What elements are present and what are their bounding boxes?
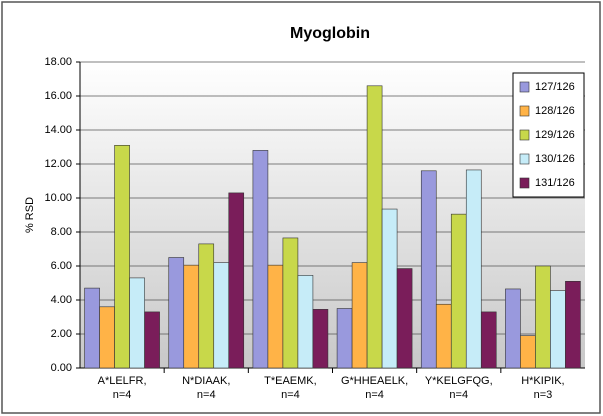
bar [129,277,145,369]
bar [366,85,383,369]
bar [535,265,551,369]
x-tick-label: A*LELFR, [98,375,147,387]
bar [396,268,413,369]
bar [420,170,437,369]
x-tick-label: n=4 [113,389,132,401]
bar [520,335,536,369]
y-tick-label: 10.00 [44,192,72,204]
bar [336,308,353,369]
x-tick-label: n=4 [197,389,216,401]
legend-label: 128/126 [535,105,575,117]
bar [282,237,299,369]
legend-swatch [519,129,530,141]
legend-label: 127/126 [535,81,575,93]
y-tick-label: 14.00 [44,124,72,136]
legend-swatch [519,177,530,189]
y-tick-label: 18.00 [44,56,72,68]
bar [550,290,566,369]
legend-swatch [519,153,530,165]
x-tick-label: N*DIAAK, [182,375,230,387]
bar [99,306,115,369]
x-tick-label: H*KIPIK, [521,375,564,387]
bar [144,311,160,369]
legend-label: 131/126 [535,177,575,189]
bar [114,145,130,369]
bar [297,275,314,369]
bar [267,264,284,369]
x-tick-label: n=4 [449,389,468,401]
x-tick-label: T*EAEMK, [264,375,317,387]
y-tick-label: 0.00 [51,362,72,374]
legend-label: 130/126 [535,153,575,165]
bar [505,288,521,369]
bar [84,287,100,369]
bar [351,262,368,369]
legend-swatch [519,81,530,93]
x-tick-label: n=3 [534,389,553,401]
x-tick-label: G*HHEAELK, [341,375,408,387]
chart-title: Myoglobin [290,25,370,42]
bar [565,280,581,369]
bar [252,150,269,369]
bar [465,169,482,369]
bar [198,243,215,369]
bar [480,311,497,369]
bar [228,192,245,369]
bar [450,213,467,369]
bar [183,264,200,369]
legend-label: 129/126 [535,129,575,141]
x-tick-label: Y*KELGFQG, [425,375,493,387]
bar [435,303,452,369]
y-tick-label: 16.00 [44,90,72,102]
y-tick-label: 8.00 [51,226,72,238]
bar [312,309,329,369]
bar [381,208,398,369]
y-tick-label: 6.00 [51,260,72,272]
y-axis-label: % RSD [24,197,36,233]
plot-area [80,62,585,368]
bar [168,257,185,369]
y-tick-label: 4.00 [51,294,72,306]
y-tick-label: 12.00 [44,158,72,170]
y-tick-label: 2.00 [51,328,72,340]
x-tick-label: n=4 [365,389,384,401]
bar [213,262,230,369]
legend-swatch [519,105,530,117]
x-tick-label: n=4 [281,389,300,401]
